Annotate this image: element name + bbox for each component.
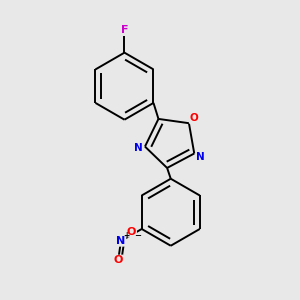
Text: O: O: [127, 227, 136, 237]
Text: O: O: [189, 113, 198, 123]
Text: +: +: [124, 231, 130, 240]
Text: N: N: [116, 236, 126, 246]
Text: O: O: [113, 255, 123, 265]
Text: −: −: [134, 231, 141, 240]
Text: N: N: [196, 152, 205, 162]
Text: N: N: [134, 143, 142, 153]
Text: F: F: [121, 25, 128, 35]
